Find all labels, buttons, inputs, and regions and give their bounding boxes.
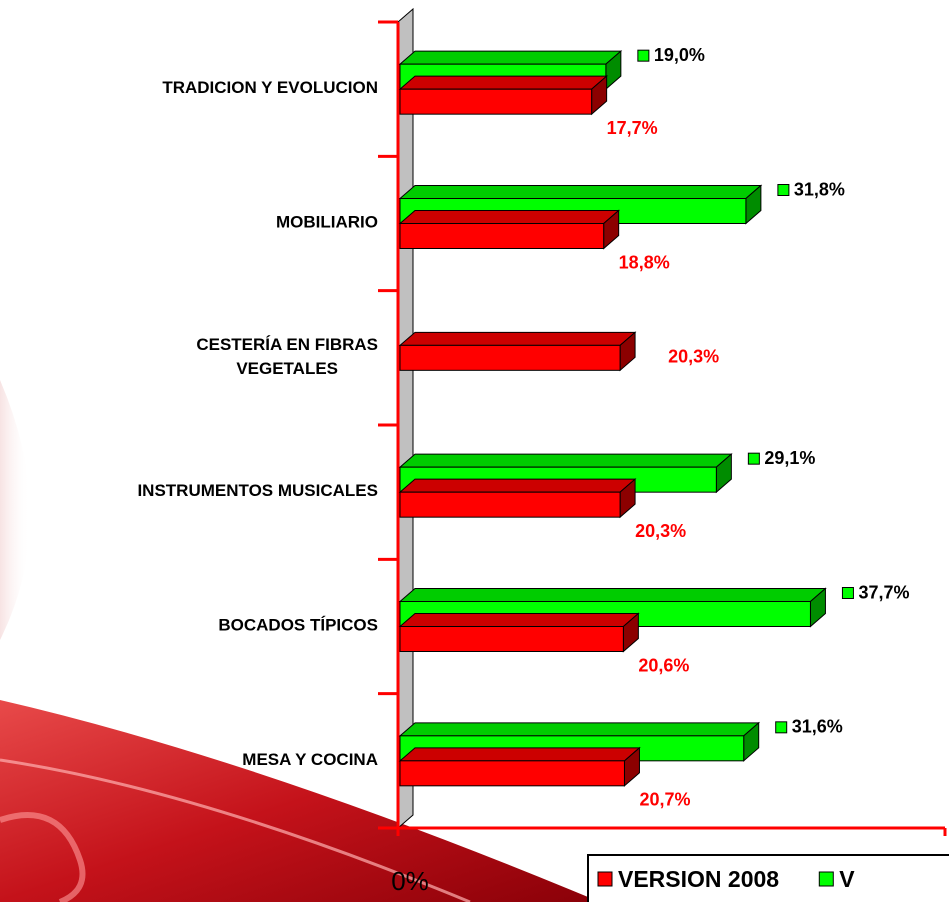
value-label: 37,7%	[858, 582, 909, 602]
bar-top	[400, 454, 731, 467]
bar-top	[400, 589, 825, 602]
legend-key	[819, 872, 833, 886]
value-label: 29,1%	[764, 448, 815, 468]
bar	[400, 89, 592, 114]
value-label: 17,7%	[607, 118, 658, 138]
value-label-key	[638, 50, 649, 61]
legend-key	[598, 872, 612, 886]
bar-top	[400, 723, 759, 736]
bar-top	[400, 51, 621, 64]
bar-top	[400, 186, 761, 199]
bar-top	[400, 76, 607, 89]
value-label: 31,6%	[792, 717, 843, 737]
bar-top	[400, 479, 635, 492]
value-label: 20,3%	[668, 347, 719, 367]
x-tick-label: 0%	[391, 866, 429, 896]
bar	[400, 761, 624, 786]
value-label: 18,8%	[619, 252, 670, 272]
legend-label: V	[839, 866, 855, 892]
bar-top	[400, 748, 639, 761]
bar-top	[400, 332, 635, 345]
value-label-key	[778, 185, 789, 196]
chart: 0% TRADICION Y EVOLUCION 19,0% 17,7% MOBILIA…	[0, 0, 949, 902]
value-label: 20,3%	[635, 521, 686, 541]
value-label: 31,8%	[794, 179, 845, 199]
bar	[400, 627, 623, 652]
y-tick-label: INSTRUMENTOS MUSICALES	[137, 482, 378, 501]
value-label-key	[842, 588, 853, 599]
bar	[400, 224, 604, 249]
value-label-key	[776, 722, 787, 733]
wall	[398, 9, 413, 828]
y-tick-label: MESA Y COCINA	[242, 750, 378, 769]
value-label: 20,6%	[638, 655, 689, 675]
bar	[400, 345, 620, 370]
value-label: 20,7%	[639, 790, 690, 810]
value-label-key	[748, 453, 759, 464]
bar	[400, 492, 620, 517]
value-label: 19,0%	[654, 45, 705, 65]
y-tick-label: BOCADOS TÍPICOS	[218, 616, 378, 635]
y-tick-label: TRADICION Y EVOLUCION	[162, 79, 378, 98]
legend-label: VERSION 2008	[618, 866, 779, 892]
bar-top	[400, 211, 619, 224]
y-tick-label: MOBILIARIO	[276, 213, 378, 232]
bar-top	[400, 614, 638, 627]
